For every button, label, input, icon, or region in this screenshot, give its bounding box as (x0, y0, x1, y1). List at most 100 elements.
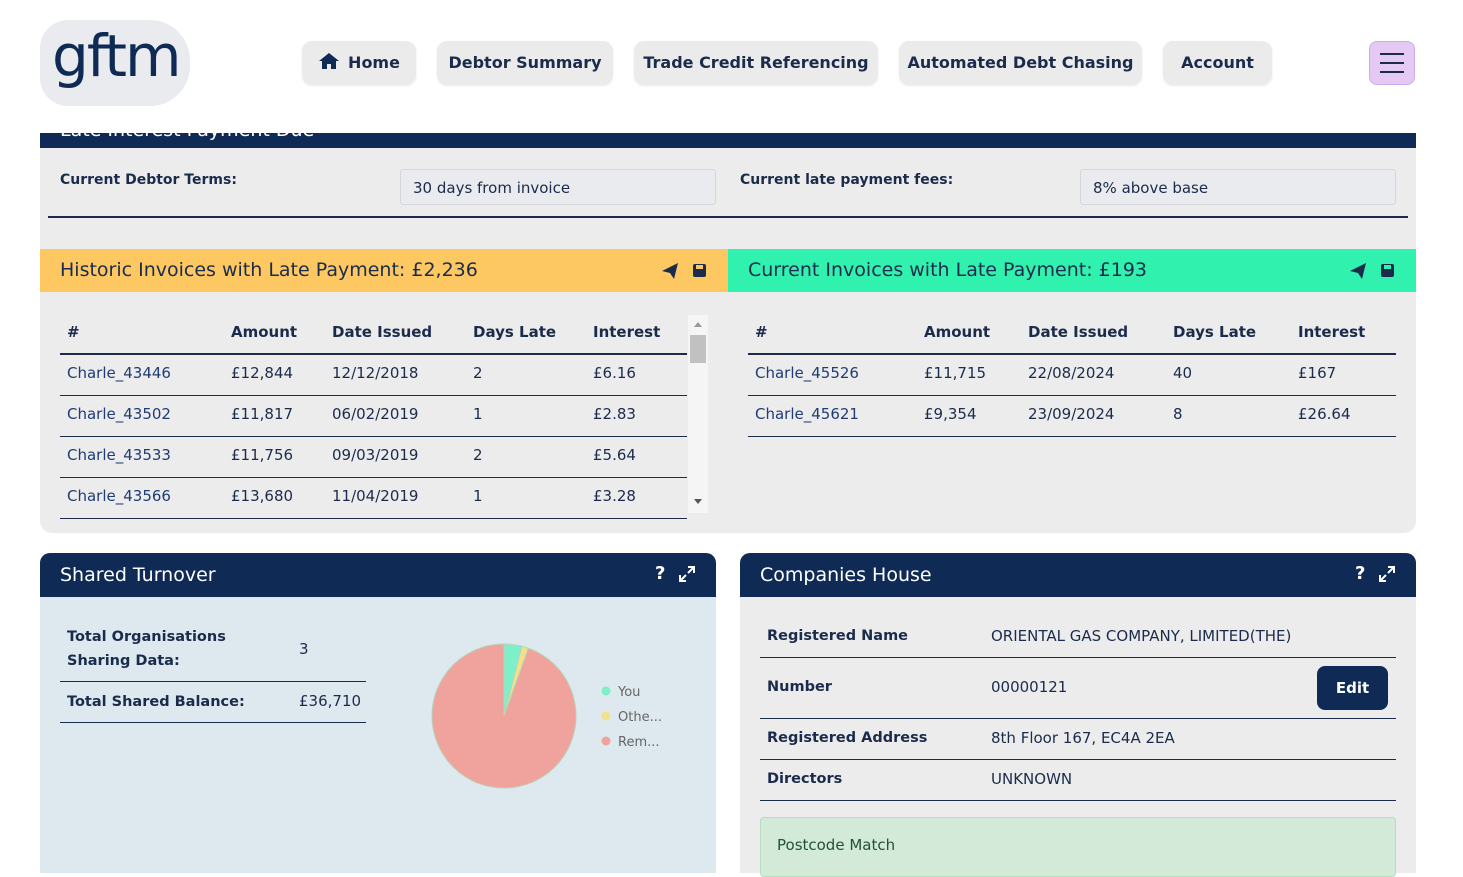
row-line (760, 718, 1396, 719)
header-line (60, 353, 687, 355)
table-cell: £11,756 (231, 446, 294, 464)
logo[interactable]: gftm (52, 22, 181, 90)
row-label: Total Shared Balance: (67, 694, 245, 710)
row-value: ORIENTAL GAS COMPANY, LIMITED(THE) (991, 627, 1292, 645)
row-value: £36,710 (299, 692, 362, 710)
table-cell: £11,817 (231, 405, 294, 423)
row-line (748, 436, 1396, 437)
row-label: Total Organisations Sharing Data: (67, 629, 226, 669)
table-cell: £11,715 (924, 364, 987, 382)
table-cell: 12/12/2018 (332, 364, 419, 382)
row-label: Registered Name (767, 628, 909, 644)
table-cell: £5.64 (593, 446, 636, 464)
fees-label: Current late payment fees: (740, 172, 954, 188)
historic-actions[interactable] (660, 260, 712, 282)
table-cell: 2 (473, 364, 483, 382)
table-cell: £26.64 (1298, 405, 1351, 423)
nav-button[interactable]: Automated Debt Chasing (899, 41, 1142, 85)
invoice-link[interactable]: Charle_43566 (67, 487, 171, 505)
menu-button[interactable] (1369, 41, 1415, 85)
edit-button[interactable]: Edit (1317, 666, 1388, 710)
column-header: Days Late (473, 323, 557, 341)
fees-input[interactable]: 8% above base (1080, 169, 1396, 205)
row-line (60, 681, 366, 682)
column-header: Amount (231, 323, 298, 341)
row-label: Directors (767, 771, 843, 787)
table-cell: 1 (473, 405, 483, 423)
current-header: Current Invoices with Late Payment: £193 (728, 249, 1416, 292)
legend-swatch (601, 686, 611, 696)
row-line (60, 722, 366, 723)
column-header: Date Issued (332, 323, 433, 341)
column-header: Amount (924, 323, 991, 341)
row-line (60, 436, 687, 437)
legend-swatch (601, 736, 611, 746)
legend-swatch (601, 711, 611, 721)
expand-icon[interactable] (678, 565, 696, 583)
invoice-link[interactable]: Charle_45526 (755, 364, 859, 382)
row-line (760, 759, 1396, 760)
postcode-match: Postcode Match (760, 817, 1396, 877)
nav-label: Automated Debt Chasing (907, 53, 1134, 72)
table-cell: 40 (1173, 364, 1193, 382)
row-line (60, 518, 687, 519)
row-value: UNKNOWN (991, 770, 1073, 788)
terms-input[interactable]: 30 days from invoice (400, 169, 716, 205)
late-interest-header: Late Interest Payment Due (40, 133, 1416, 148)
nav-label: Trade Credit Referencing (643, 53, 869, 72)
table-cell: 2 (473, 446, 483, 464)
current-title: Current Invoices with Late Payment: £193 (748, 259, 1147, 281)
shared-turnover-header: Shared Turnover (40, 553, 716, 597)
late-interest-title: Late Interest Payment Due (60, 133, 314, 141)
header-line (748, 353, 1396, 355)
column-header: Interest (1298, 323, 1366, 341)
nav-button[interactable]: Home (302, 41, 416, 85)
logo-bg (40, 20, 190, 106)
pie-slice (431, 643, 577, 789)
shared-turnover-title: Shared Turnover (60, 564, 216, 586)
row-line (760, 657, 1396, 658)
table-cell: 06/02/2019 (332, 405, 419, 423)
table-cell: £6.16 (593, 364, 636, 382)
row-label: Registered Address (767, 730, 928, 746)
scrollbar-parts (690, 322, 706, 504)
historic-header: Historic Invoices with Late Payment: £2,… (40, 249, 728, 292)
invoice-link[interactable]: Charle_43446 (67, 364, 171, 382)
column-header: # (755, 323, 768, 341)
table-cell: 1 (473, 487, 483, 505)
column-header: Days Late (1173, 323, 1257, 341)
menu-icon (1380, 53, 1404, 73)
table-cell: 22/08/2024 (1028, 364, 1115, 382)
invoice-link[interactable]: Charle_43533 (67, 446, 171, 464)
help-icon[interactable]: ? (655, 563, 666, 584)
pie-chart: You Othe... Rem... (431, 643, 662, 789)
current-actions[interactable] (1348, 260, 1400, 282)
table-cell: 23/09/2024 (1028, 405, 1115, 423)
row-value: 00000121 (991, 678, 1068, 696)
row-label: Number (767, 679, 832, 695)
nav-button[interactable]: Account (1163, 41, 1272, 85)
column-header: # (67, 323, 80, 341)
column-header: Date Issued (1028, 323, 1129, 341)
historic-title: Historic Invoices with Late Payment: £2,… (60, 259, 478, 281)
nav-button[interactable]: Debtor Summary (437, 41, 613, 85)
terms-label: Current Debtor Terms: (60, 172, 237, 188)
row-line (60, 477, 687, 478)
row-line (60, 395, 687, 396)
legend-label: Rem... (618, 735, 660, 750)
invoice-link[interactable]: Charle_43502 (67, 405, 171, 423)
legend-label: You (617, 685, 640, 700)
scrollbar[interactable] (688, 315, 708, 513)
nav-label: Account (1181, 53, 1254, 72)
invoice-link[interactable]: Charle_45621 (755, 405, 859, 423)
table-cell: 11/04/2019 (332, 487, 419, 505)
table-cell: £167 (1298, 364, 1337, 382)
nav-button[interactable]: Trade Credit Referencing (634, 41, 878, 85)
companies-house-header: Companies House (740, 553, 1416, 597)
help-icon[interactable]: ? (1355, 563, 1366, 584)
divider (48, 216, 1408, 218)
table-cell: £12,844 (231, 364, 294, 382)
row-line (760, 800, 1396, 801)
expand-icon[interactable] (1378, 565, 1396, 583)
